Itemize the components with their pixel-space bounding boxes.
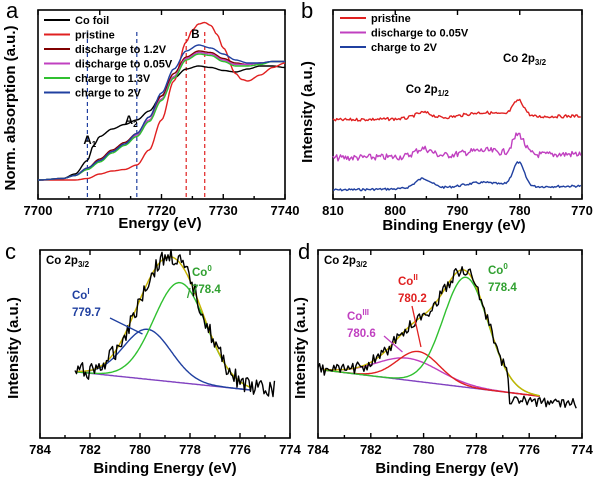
legend-a: Co foil pristine discharge to 1.2V discharg… bbox=[44, 15, 173, 100]
panel-title-c: Co 2p3/2 bbox=[46, 255, 90, 269]
fit-envelope bbox=[323, 269, 540, 397]
legend-label: pristine bbox=[75, 30, 115, 42]
annotations-b: Co 2p1/2 Co 2p3/2 bbox=[406, 53, 547, 98]
component-pointer-co-0 bbox=[186, 287, 191, 299]
legend-label: discharge to 1.2V bbox=[75, 44, 167, 56]
panel-b: b 810 800 790 780 770 pristine discharge to 0… bbox=[299, 0, 593, 234]
axes-frame-d bbox=[317, 249, 583, 439]
legend-label: discharge to 0.05V bbox=[371, 28, 469, 40]
x-tick-label-b: 810 bbox=[322, 203, 344, 218]
x-tick-label-b: 770 bbox=[571, 203, 593, 218]
panel-letter-a: a bbox=[6, 0, 19, 23]
component-label-co-i: CoI bbox=[72, 287, 90, 302]
fit-component-778.4 bbox=[77, 281, 251, 388]
x-axis-title-a: Energy (eV) bbox=[118, 215, 201, 232]
panel-letter-d: d bbox=[298, 239, 310, 264]
x-tick-label-d: 774 bbox=[571, 442, 593, 457]
component-value-co-iii: 780.6 bbox=[347, 328, 376, 340]
x-tick-label-c: 784 bbox=[29, 442, 51, 457]
x-tick-label-a: 7700 bbox=[24, 203, 53, 218]
series-line-pristine bbox=[332, 98, 581, 122]
panel-letter-c: c bbox=[5, 239, 16, 264]
component-pointer-co-i bbox=[109, 317, 143, 335]
panel-a: a 7700 7710 7720 7730 7740 Co foil pristine di… bbox=[2, 0, 299, 232]
x-tick-label-d: 784 bbox=[307, 442, 329, 457]
plot-area-a: 7700 7710 7720 7730 7740 bbox=[24, 9, 300, 218]
x-tick-label-b: 780 bbox=[509, 203, 531, 218]
y-axis-title-c: Intensity (a.u.) bbox=[5, 297, 22, 399]
legend-label: charge to 2V bbox=[75, 88, 142, 100]
annotation-a1: A1 bbox=[83, 135, 96, 149]
series-line-charge-to-2v bbox=[332, 161, 582, 192]
component-pointer-co-iii bbox=[383, 335, 403, 353]
x-tick-label-a: 7710 bbox=[85, 203, 114, 218]
x-tick-label-c: 778 bbox=[179, 442, 201, 457]
legend-label: discharge to 0.05V bbox=[75, 59, 173, 71]
annotations-d: CoIII 780.6 CoII 780.2 Co0 778.4 bbox=[347, 262, 517, 353]
x-tick-label-c: 776 bbox=[229, 442, 251, 457]
legend-label: charge to 2V bbox=[371, 42, 438, 54]
x-tick-label-d: 780 bbox=[413, 442, 435, 457]
panel-title-d: Co 2p3/2 bbox=[324, 255, 368, 269]
component-label-co-ii: CoII bbox=[398, 273, 418, 288]
raw-data-line bbox=[317, 266, 577, 409]
legend-b: pristine discharge to 0.05V charge to 2V bbox=[340, 13, 469, 54]
x-axis-title-c: Binding Energy (eV) bbox=[93, 460, 236, 477]
x-tick-label-c: 774 bbox=[279, 442, 301, 457]
component-value-co-i: 779.7 bbox=[72, 307, 101, 319]
series-line-charge-to-2v bbox=[38, 44, 285, 181]
peak-label: Co 2p3/2 bbox=[503, 53, 547, 67]
x-tick-label-a: 7740 bbox=[271, 203, 300, 218]
legend-label: pristine bbox=[371, 13, 411, 25]
x-tick-label-c: 782 bbox=[79, 442, 101, 457]
fit-envelope bbox=[77, 256, 251, 388]
x-axis-title-d: Binding Energy (eV) bbox=[375, 460, 518, 477]
raw-data-line bbox=[74, 249, 276, 398]
legend-label: Co foil bbox=[75, 15, 109, 27]
annotation-b: B bbox=[191, 29, 199, 41]
legend-label: charge to 1.3V bbox=[75, 73, 151, 85]
x-tick-label-a: 7730 bbox=[209, 203, 238, 218]
x-tick-label-d: 778 bbox=[466, 442, 488, 457]
component-pointer-co-ii bbox=[411, 305, 422, 348]
series-line-pristine bbox=[38, 21, 286, 181]
component-value-co-0: 778.4 bbox=[488, 282, 517, 294]
y-axis-title-a: Norm. absorption (a.u.) bbox=[2, 25, 19, 190]
annotations-c: CoI 779.7 Co0 778.4 bbox=[72, 264, 221, 335]
component-value-co-ii: 780.2 bbox=[398, 293, 427, 305]
component-label-co-iii: CoIII bbox=[347, 308, 369, 323]
component-label-co-0: Co0 bbox=[192, 264, 212, 279]
peak-label: Co 2p1/2 bbox=[406, 84, 450, 98]
plot-area-d: 784 782 780 778 776 774 Co 2p3/2 bbox=[307, 249, 594, 457]
component-label-co-0: Co0 bbox=[488, 262, 508, 277]
x-axis-title-b: Binding Energy (eV) bbox=[382, 217, 525, 234]
panel-c: c 784 782 780 778 776 774 Co 2p3/2 CoI 779.7 Co0… bbox=[5, 239, 302, 477]
y-axis-title-b: Intensity (a.u.) bbox=[299, 61, 316, 163]
x-tick-label-d: 776 bbox=[518, 442, 540, 457]
x-tick-label-c: 780 bbox=[129, 442, 151, 457]
x-tick-label-b: 800 bbox=[384, 203, 406, 218]
x-tick-label-a: 7720 bbox=[147, 203, 176, 218]
series-line-discharge-to-0-05v bbox=[332, 132, 582, 162]
series-line-discharge-to-0-05v bbox=[38, 51, 285, 181]
x-tick-label-d: 782 bbox=[360, 442, 382, 457]
plot-area-c: 784 782 780 778 776 774 Co 2p3/2 bbox=[29, 249, 302, 457]
y-axis-title-d: Intensity (a.u.) bbox=[292, 297, 309, 399]
component-value-co-0: 778.4 bbox=[192, 284, 221, 296]
plot-area-b: 810 800 790 780 770 bbox=[322, 9, 593, 218]
panel-letter-b: b bbox=[301, 0, 313, 23]
x-tick-label-b: 790 bbox=[447, 203, 469, 218]
annotation-a2: A2 bbox=[125, 115, 138, 129]
